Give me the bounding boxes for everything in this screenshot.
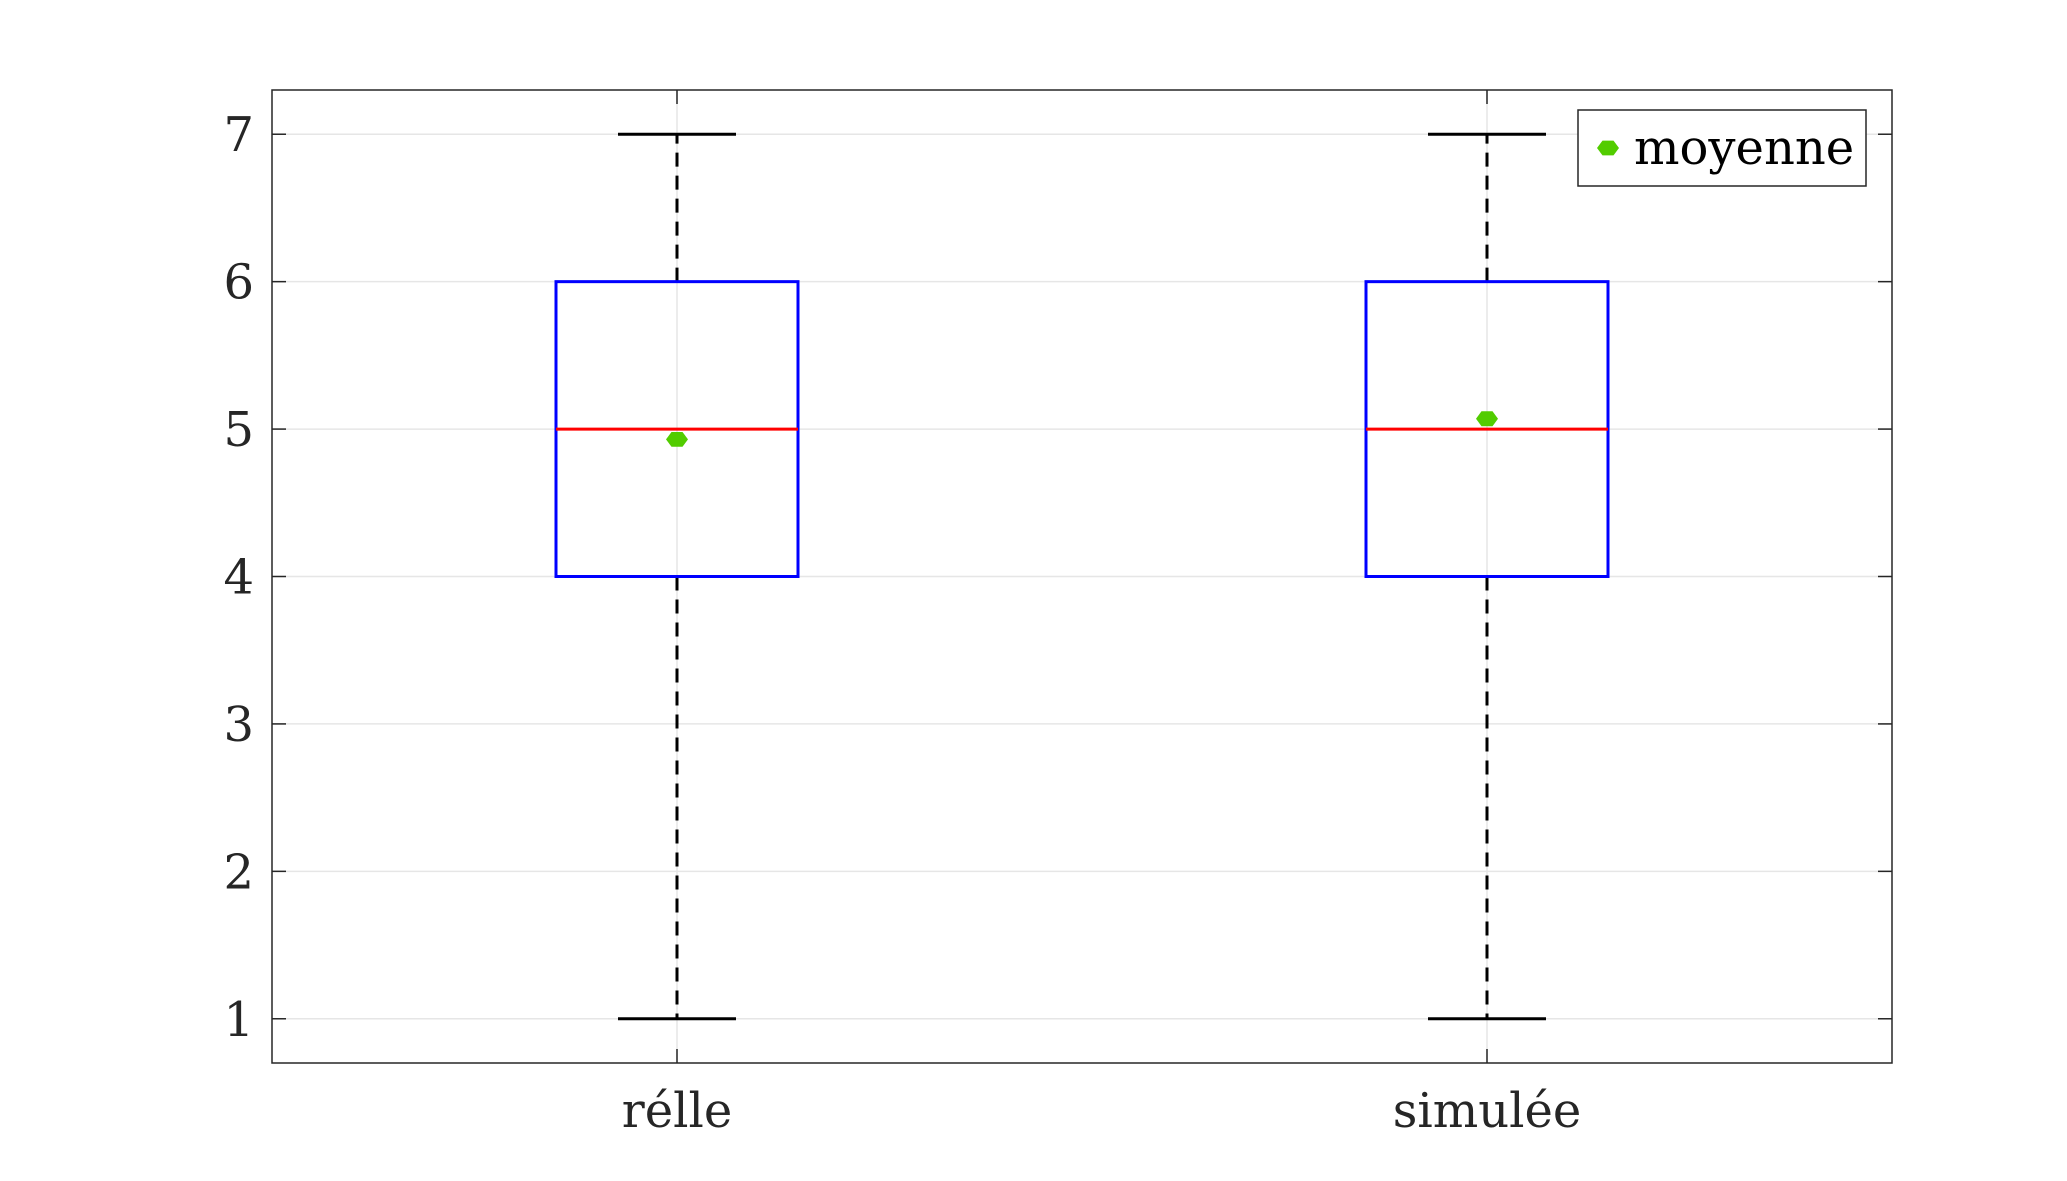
y-tick-label: 2 [223, 844, 254, 900]
box-1 [1364, 132, 1610, 1021]
y-tick-label: 7 [223, 107, 254, 163]
y-tick-label: 6 [223, 255, 254, 311]
x-tick-label: rélle [622, 1083, 732, 1139]
boxes-group [554, 132, 1610, 1021]
axis-ticks: 1 2 3 4 5 6 7 rélle simulée [223, 90, 1892, 1139]
mean-marker [666, 432, 688, 447]
y-tick-label: 1 [223, 992, 254, 1048]
legend-mean-marker [1597, 140, 1619, 156]
box-0 [554, 132, 800, 1021]
y-tick-label: 5 [223, 402, 254, 458]
y-tick-label: 3 [223, 697, 254, 753]
legend-box [1577, 109, 1867, 187]
grid-lines [272, 90, 1892, 1063]
x-tick-label: simulée [1393, 1083, 1582, 1139]
legend: moyenne [1577, 109, 1867, 187]
mean-marker [1476, 411, 1498, 427]
legend-label: moyenne [1634, 120, 1854, 176]
y-tick-label: 4 [223, 550, 254, 606]
